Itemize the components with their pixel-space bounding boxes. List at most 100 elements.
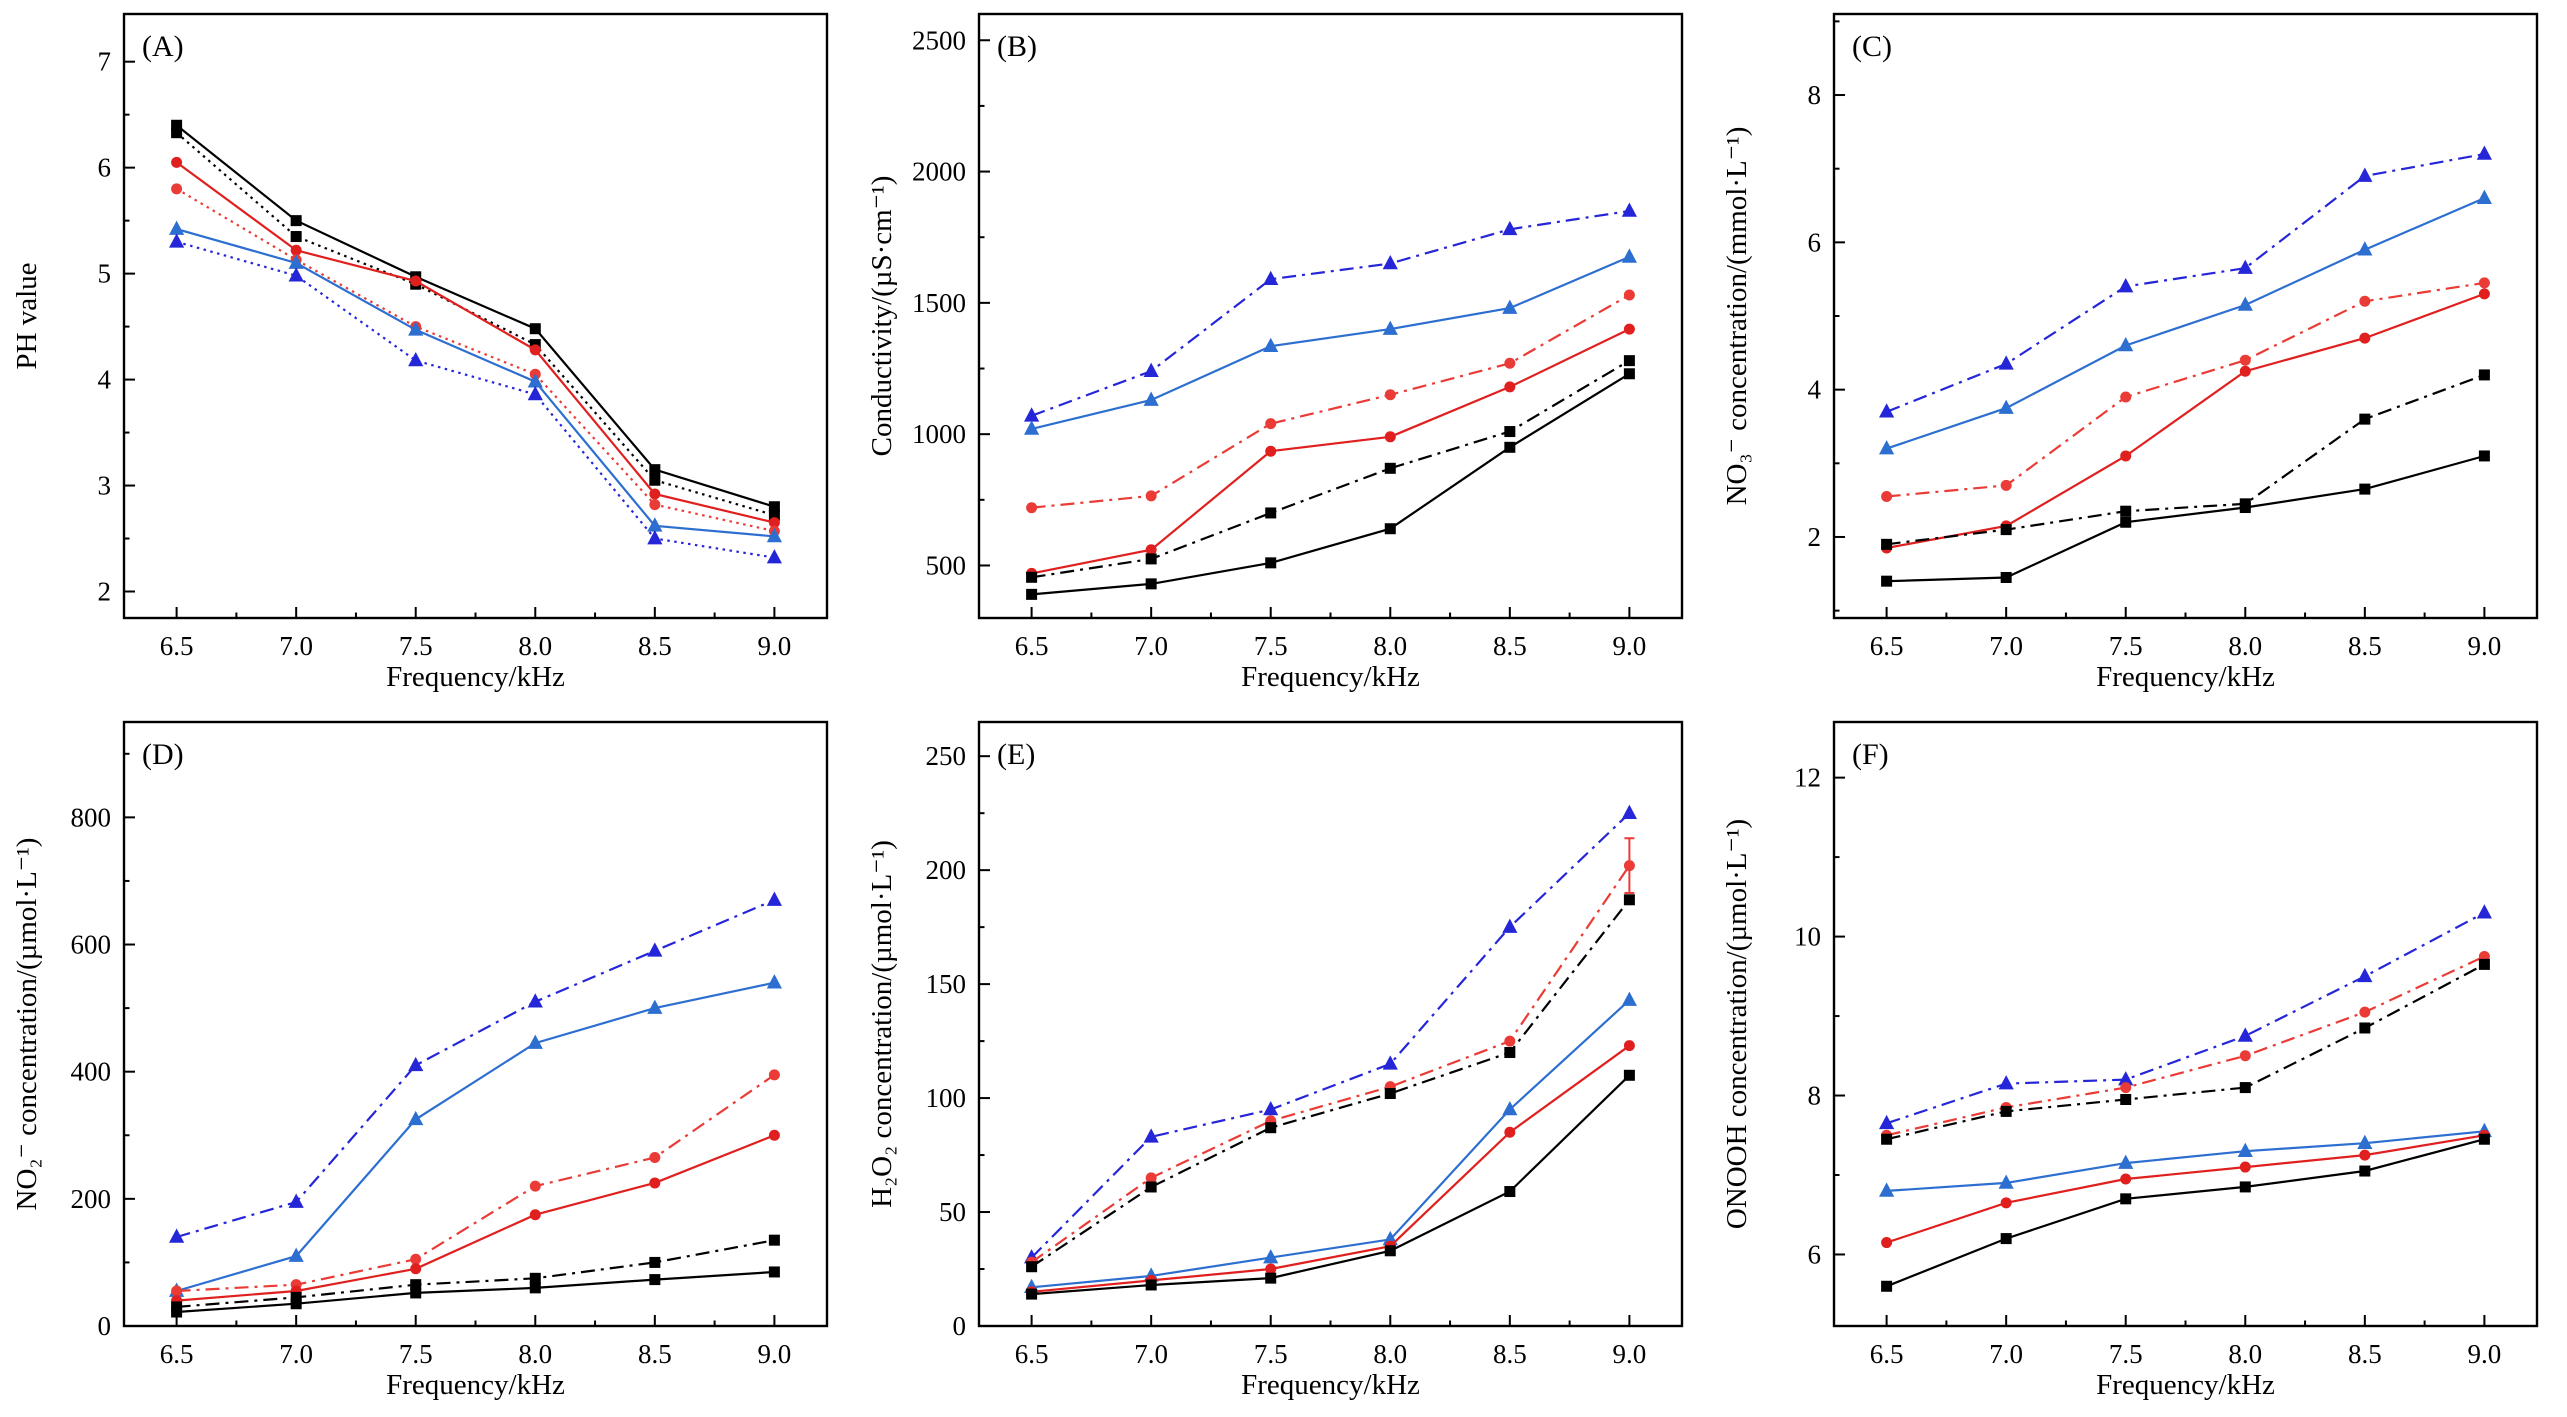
square-marker	[290, 1298, 302, 1310]
x-tick-label: 7.5	[399, 1339, 433, 1369]
circle-marker	[290, 244, 302, 256]
circle-marker	[649, 499, 661, 511]
circle-marker	[2478, 277, 2490, 289]
series-line-black-square-dotted	[175, 131, 775, 517]
chart-svg-e: 6.5 7.0 7.5 8.0 8.5 9.0 0 50 100 150 200 250 Frequen…	[866, 720, 1684, 1401]
x-axis-label: Frequency/kHz	[386, 1369, 565, 1401]
triangle-marker	[1382, 254, 1398, 270]
y-tick-label: 6	[1808, 1239, 1822, 1269]
square-marker	[1145, 553, 1157, 565]
circle-marker	[2359, 295, 2371, 307]
triangle-marker	[288, 1193, 304, 1208]
y-tick-label: 6	[1808, 227, 1822, 257]
triangle-marker	[169, 233, 185, 248]
chart-panel-f: 6.5 7.0 7.5 8.0 8.5 9.0 6 8 10 12 Frequency/kHz ONO…	[1710, 708, 2565, 1416]
triangle-marker	[1879, 1182, 1895, 1197]
square-marker	[649, 1256, 661, 1268]
square-marker	[2239, 502, 2251, 514]
circle-marker	[1145, 1172, 1157, 1184]
square-marker	[1026, 1261, 1038, 1273]
square-marker	[1623, 1069, 1635, 1081]
chart-svg-f: 6.5 7.0 7.5 8.0 8.5 9.0 6 8 10 12 Frequency/kHz ONO…	[1721, 720, 2539, 1401]
plot-box	[977, 720, 1684, 1328]
x-tick-label: 7.0	[1989, 1339, 2023, 1369]
series-line-red-circle-solid	[175, 161, 775, 524]
circle-marker	[410, 1253, 422, 1265]
square-marker	[1881, 1133, 1893, 1145]
triangle-marker	[2476, 189, 2492, 204]
triangle-marker	[1143, 391, 1159, 406]
square-marker	[1265, 1272, 1277, 1284]
square-marker	[1026, 1288, 1038, 1300]
y-tick-label: 3	[98, 471, 112, 501]
triangle-marker	[169, 220, 185, 235]
series-line-black-square-solid	[1031, 372, 1630, 596]
triangle-marker	[2118, 278, 2134, 293]
square-marker	[2478, 369, 2490, 381]
circle-marker	[1265, 418, 1277, 430]
chart-svg-c: 6.5 7.0 7.5 8.0 8.5 9.0 2 4 6 8 Frequency/kHz NO₃⁻ …	[1721, 12, 2539, 693]
square-marker	[1504, 1186, 1516, 1198]
x-tick-label: 7.5	[1254, 1339, 1288, 1369]
triangle-marker	[1143, 1128, 1159, 1143]
square-marker	[171, 127, 183, 139]
square-marker	[768, 501, 780, 513]
x-tick-label: 8.0	[1373, 1339, 1407, 1369]
triangle-marker	[647, 517, 663, 532]
circle-marker	[1623, 323, 1635, 335]
square-marker	[1145, 1181, 1157, 1193]
triangle-marker	[1879, 403, 1895, 418]
triangle-marker	[647, 999, 663, 1014]
x-tick-label: 6.5	[1015, 1339, 1049, 1369]
square-marker	[2000, 571, 2012, 583]
triangle-marker	[408, 1056, 424, 1072]
triangle-marker	[1621, 991, 1637, 1006]
series-line-blue-triangle-dashdot	[1031, 209, 1630, 417]
square-marker	[1881, 538, 1893, 550]
x-tick-label: 8.0	[1373, 631, 1407, 661]
triangle-marker	[1502, 220, 1518, 236]
triangle-marker	[288, 267, 304, 282]
y-tick-label: 150	[926, 969, 967, 999]
triangle-marker	[2476, 145, 2492, 160]
square-marker	[1384, 1245, 1396, 1257]
triangle-marker	[2237, 259, 2253, 274]
chart-panel-a: 6.5 7.0 7.5 8.0 8.5 9.0 2 3 4 5 6 7 Frequency/kHz PH …	[0, 0, 855, 708]
series-line-red-circle-solid	[1031, 1044, 1631, 1293]
square-marker	[768, 1266, 780, 1278]
series-line-blue-triangle-dashdot	[176, 898, 775, 1239]
circle-marker	[768, 1129, 780, 1141]
triangle-marker	[1024, 420, 1040, 435]
y-tick-label: 250	[926, 741, 967, 771]
triangle-marker	[288, 254, 304, 269]
circle-marker	[649, 1177, 661, 1189]
x-tick-label: 6.5	[1870, 1339, 1904, 1369]
x-axis-label: Frequency/kHz	[1241, 661, 1420, 693]
y-tick-label: 7	[98, 47, 112, 77]
triangle-marker	[1998, 399, 2014, 414]
series-line-blue-triangle-dotted	[176, 240, 775, 559]
y-axis-label: NO₃⁻ concentration/(mmol·L⁻¹)	[1721, 127, 1753, 506]
y-tick-label: 4	[1808, 375, 1822, 405]
y-tick-label: 0	[953, 1311, 967, 1341]
x-tick-label: 8.5	[2348, 1339, 2382, 1369]
square-marker	[649, 474, 661, 486]
triangle-marker	[766, 549, 782, 564]
plot-box	[977, 12, 1684, 620]
triangle-marker	[1621, 202, 1637, 217]
x-tick-label: 8.0	[518, 631, 552, 661]
square-marker	[2478, 450, 2490, 462]
circle-marker	[2120, 1082, 2132, 1094]
square-marker	[1265, 1122, 1277, 1134]
circle-marker	[1623, 860, 1635, 872]
circle-marker	[1145, 490, 1157, 502]
triangle-marker	[2118, 336, 2134, 352]
square-marker	[2120, 1193, 2132, 1205]
triangle-marker	[1621, 804, 1637, 819]
triangle-marker	[1263, 270, 1279, 286]
square-marker	[1623, 368, 1635, 380]
triangle-marker	[2357, 167, 2373, 182]
square-marker	[1026, 571, 1038, 583]
x-axis-label: Frequency/kHz	[386, 661, 565, 693]
